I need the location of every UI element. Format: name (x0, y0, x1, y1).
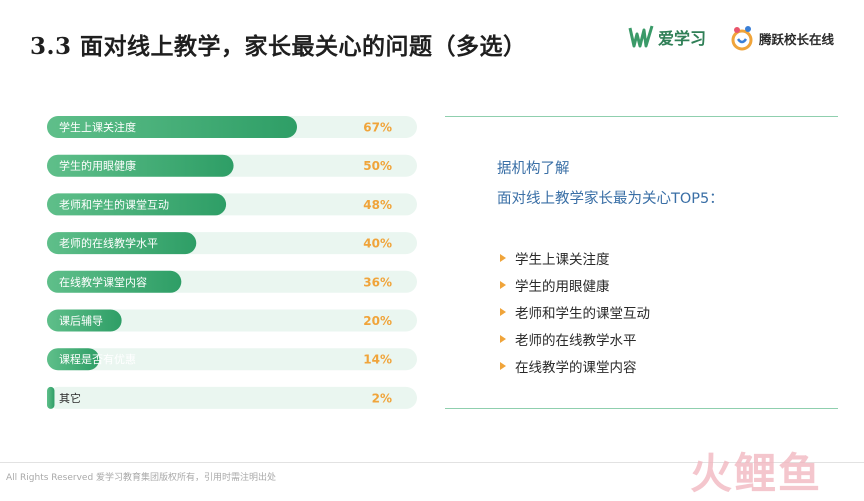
triangle-bullet-icon (500, 280, 506, 289)
triangle-bullet-icon (500, 334, 506, 343)
bar-category-label: 其它 (59, 391, 81, 405)
triangle-bullet-icon (500, 253, 506, 262)
top5-item-label: 在线教学的课堂内容 (515, 359, 637, 376)
bar (47, 348, 100, 371)
bar (47, 116, 297, 138)
bar-value-label: 36% (363, 275, 392, 289)
watermark: 火鲤鱼 (690, 449, 823, 498)
bar-category-label: 学生的用眼健康 (59, 159, 136, 173)
bar-category-label: 学生上课关注度 (59, 120, 136, 134)
bar (47, 154, 234, 177)
triangle-bullet-icon (500, 307, 506, 316)
aixuexi-logo-icon (628, 25, 654, 48)
top5-item: 老师和学生的课堂互动 (500, 298, 650, 325)
tengyue-logo-icon (731, 26, 753, 51)
top5-item-label: 学生的用眼健康 (515, 278, 610, 295)
panel-divider-bottom (445, 408, 838, 409)
bar-track (47, 348, 417, 371)
bar (47, 386, 55, 409)
top5-item-label: 学生上课关注度 (515, 251, 610, 268)
bar-value-label: 14% (363, 353, 392, 367)
bar-category-label: 老师的在线教学水平 (59, 236, 158, 250)
footer-copyright: All Rights Reserved 爱学习教育集团版权所有，引用时需注明出处 (6, 473, 277, 483)
bar-category-label: 老师和学生的课堂互动 (59, 197, 169, 211)
footer-divider (0, 462, 864, 463)
bar-category-label: 课程是否有优惠 (59, 352, 136, 366)
top5-item: 老师的在线教学水平 (500, 325, 650, 352)
bar (47, 270, 182, 293)
bar-value-label: 40% (363, 237, 392, 251)
bar-category-label: 课后辅导 (59, 314, 103, 328)
bar (47, 232, 197, 255)
bar-track (47, 309, 417, 332)
bar (47, 193, 227, 216)
triangle-bullet-icon (500, 361, 506, 370)
panel-intro-line2: 面对线上教学家长最为关心TOP5： (497, 191, 724, 207)
panel-divider-top (445, 116, 838, 117)
logo-tengyue: 腾跃校长在线 (728, 24, 834, 52)
top5-item-label: 老师的在线教学水平 (515, 332, 637, 349)
page-title: 3.3 面对线上教学，家长最关心的问题（多选） (30, 33, 527, 60)
logo-aixuexi: 爱学习 (628, 24, 706, 50)
top5-item: 在线教学的课堂内容 (500, 352, 650, 379)
bar-category-label: 在线教学课堂内容 (59, 275, 147, 289)
bar-value-label: 48% (363, 198, 392, 212)
bar-value-label: 67% (363, 121, 392, 135)
bar-chart: 学生上课关注度 67% 学生的用眼健康 50% 老师和学生的课堂互动 48% 老师的在线教学… (47, 116, 417, 409)
bar-track (47, 386, 417, 409)
top5-item: 学生的用眼健康 (500, 271, 650, 298)
top5-list: 学生上课关注度 学生的用眼健康 老师和学生的课堂互动 老师的在线教学水平 在线教… (500, 244, 650, 379)
bar-value-label: 2% (372, 391, 392, 405)
logo-aixuexi-text: 爱学习 (658, 29, 707, 48)
top5-item: 学生上课关注度 (500, 244, 650, 271)
bar-value-label: 50% (363, 159, 392, 173)
top5-item-label: 老师和学生的课堂互动 (515, 305, 650, 322)
panel-intro-line1: 据机构了解 (497, 161, 570, 177)
bar-value-label: 20% (363, 314, 392, 328)
bar (47, 309, 122, 332)
logo-tengyue-text: 腾跃校长在线 (759, 31, 835, 47)
